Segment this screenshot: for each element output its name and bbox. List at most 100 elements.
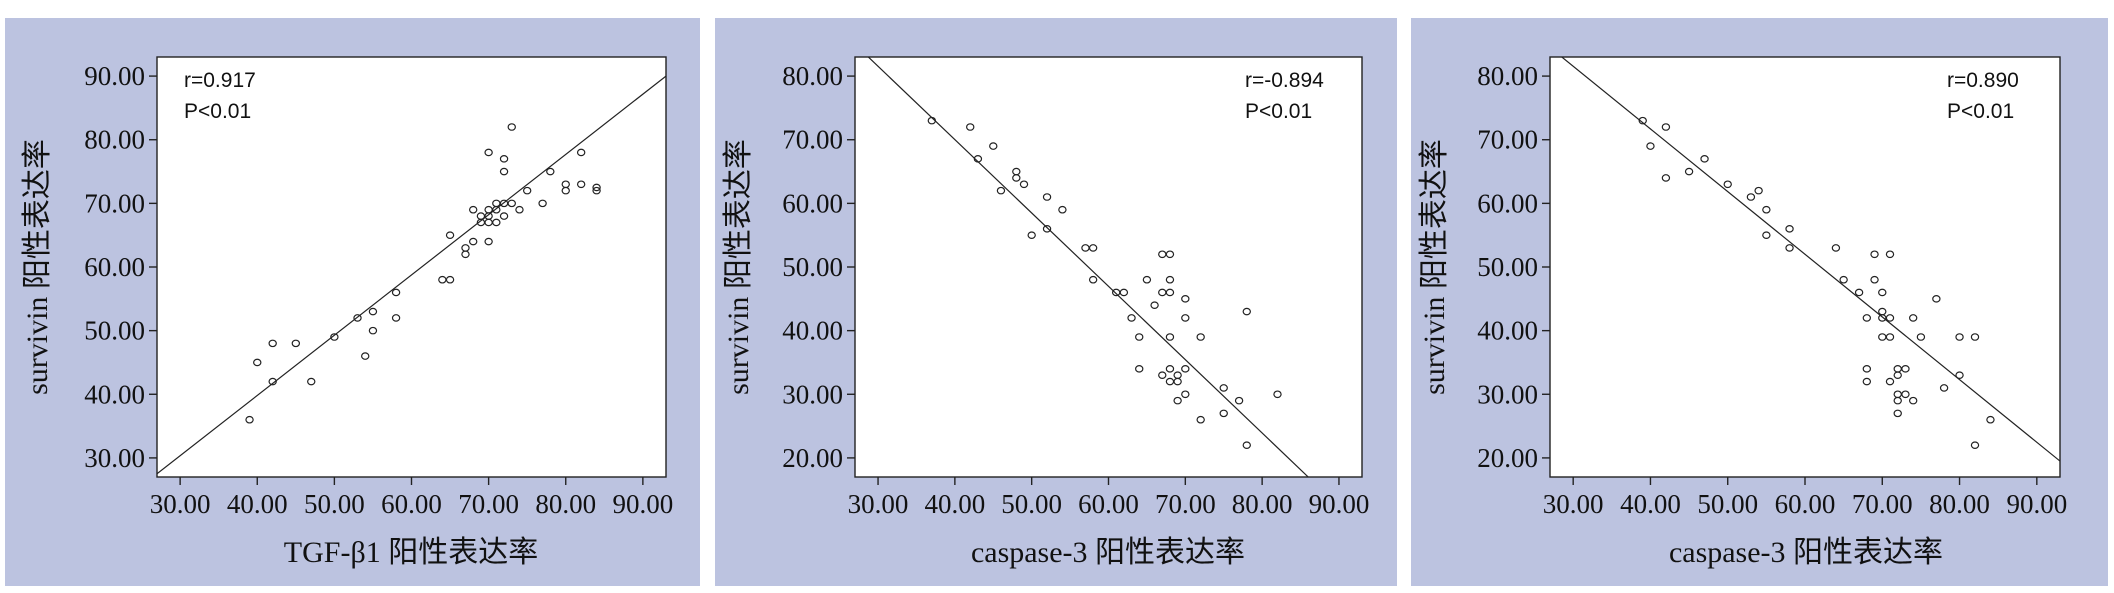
data-point [1042, 193, 1052, 201]
p-value-label: P<0.01 [184, 100, 251, 123]
y-tick-label: 30.00 [1477, 379, 1538, 409]
data-point [1058, 205, 1067, 214]
data-point [307, 377, 316, 386]
data-point [1150, 301, 1159, 309]
data-point [1088, 244, 1098, 252]
data-point [1196, 415, 1205, 424]
data-point [468, 205, 478, 214]
y-tick-label: 60.00 [782, 188, 843, 218]
data-point [499, 155, 509, 163]
data-point [1870, 250, 1879, 259]
data-point [1831, 244, 1841, 252]
p-value-label: P<0.01 [1245, 100, 1312, 123]
x-tick-label: 60.00 [381, 489, 442, 519]
x-tick-label: 60.00 [1775, 489, 1836, 519]
data-point [1119, 288, 1129, 297]
x-axis-title: caspase-3 阳性表达率 [1669, 536, 1943, 569]
data-point [1762, 205, 1771, 214]
data-point [1273, 390, 1282, 399]
data-point [1908, 396, 1918, 405]
x-tick-label: 50.00 [1001, 489, 1062, 519]
x-tick-label: 40.00 [1620, 489, 1681, 519]
y-tick-label: 70.00 [1477, 125, 1538, 155]
x-tick-label: 80.00 [1232, 489, 1293, 519]
y-tick-label: 20.00 [782, 443, 843, 473]
data-point [1181, 295, 1190, 303]
data-point [1901, 365, 1910, 373]
x-tick-label: 90.00 [612, 489, 673, 519]
data-point [1970, 333, 1980, 341]
y-axis-title: survivin 阳性表达率 [722, 139, 755, 395]
data-point [1135, 365, 1144, 373]
p-value-label: P<0.01 [1947, 100, 2014, 123]
data-point [1661, 123, 1671, 131]
data-point [445, 275, 455, 284]
data-point [1088, 275, 1098, 284]
y-tick-label: 80.00 [84, 125, 145, 155]
data-point [468, 237, 478, 246]
y-tick-label: 30.00 [84, 443, 145, 473]
y-tick-label: 60.00 [84, 252, 145, 282]
data-point [1242, 441, 1251, 449]
data-point [1785, 225, 1794, 233]
plot-frame [156, 56, 667, 478]
data-point [445, 231, 455, 239]
data-point [368, 307, 378, 316]
data-point [1196, 333, 1205, 341]
data-point [546, 167, 555, 176]
x-tick-label: 70.00 [458, 489, 519, 519]
data-point [1165, 365, 1175, 373]
data-point [1042, 225, 1052, 233]
y-tick-label: 80.00 [782, 61, 843, 91]
data-point [1839, 275, 1848, 284]
data-point [1127, 314, 1136, 322]
y-tick-label: 40.00 [1477, 316, 1538, 346]
data-point [391, 288, 401, 297]
data-point [592, 186, 601, 195]
data-point [1638, 116, 1647, 125]
regression-line [867, 57, 1309, 477]
data-point [499, 167, 509, 176]
x-tick-label: 90.00 [1309, 489, 1370, 519]
data-point [1970, 441, 1980, 449]
scatter-panel-caspase3-b: 30.00 40.00 50.00 60.00 70.00 80.00 90.00 20.00… [1411, 18, 2108, 586]
data-point [1862, 314, 1872, 322]
data-point [1955, 333, 1964, 341]
data-point [1754, 186, 1763, 195]
y-axis-title: survivin 阳性表达率 [1418, 139, 1451, 395]
data-point [1885, 314, 1895, 322]
data-point [492, 218, 501, 227]
data-point [1870, 275, 1879, 284]
data-point [507, 199, 516, 208]
data-point [1908, 314, 1918, 322]
y-tick-label: 50.00 [1477, 252, 1538, 282]
data-point [1862, 365, 1872, 373]
x-tick-label: 60.00 [1078, 489, 1139, 519]
data-point [515, 205, 524, 214]
data-point [1684, 167, 1694, 176]
data-point [1700, 155, 1709, 163]
plot-frame [854, 56, 1363, 478]
data-point [1242, 307, 1251, 316]
correlation-r-label: r=0.890 [1947, 69, 2019, 92]
data-point [1901, 390, 1910, 399]
data-point [1181, 365, 1190, 373]
plot-frame [1549, 56, 2061, 478]
data-point [1142, 275, 1152, 284]
data-point [522, 186, 532, 195]
x-tick-label: 30.00 [150, 489, 211, 519]
x-tick-label: 40.00 [924, 489, 985, 519]
x-axis-title: caspase-3 阳性表达率 [971, 536, 1245, 569]
data-point [1173, 396, 1182, 405]
data-point [576, 148, 586, 157]
x-tick-label: 40.00 [227, 489, 288, 519]
data-point [1173, 371, 1182, 379]
plot-area [855, 57, 1362, 477]
correlation-r-label: r=0.917 [184, 69, 256, 92]
data-point [484, 148, 493, 157]
data-point [368, 326, 378, 335]
y-tick-label: 80.00 [1477, 61, 1538, 91]
data-point [1661, 174, 1671, 182]
data-point [966, 123, 975, 131]
